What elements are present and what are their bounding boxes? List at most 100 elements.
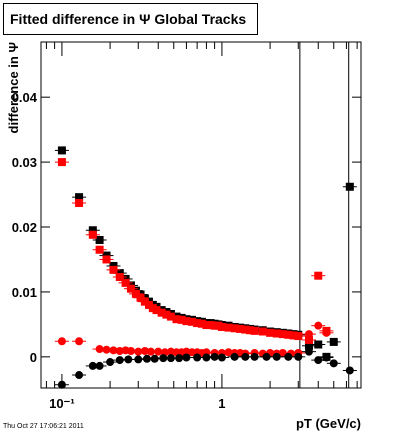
marker: [345, 182, 354, 191]
marker: [109, 346, 118, 355]
marker: [75, 193, 84, 202]
footer-date: Thu Oct 27 17:06:21 2011: [3, 423, 84, 430]
marker: [131, 289, 140, 298]
marker: [109, 265, 118, 274]
marker: [236, 324, 245, 333]
marker: [262, 352, 271, 361]
marker: [106, 358, 115, 367]
marker: [95, 361, 104, 370]
marker: [272, 329, 281, 338]
marker: [57, 337, 66, 346]
marker: [217, 353, 226, 362]
marker: [329, 337, 338, 346]
marker: [126, 346, 135, 355]
marker: [88, 226, 97, 235]
marker: [142, 354, 151, 363]
marker: [241, 352, 250, 361]
y-tick-label: 0: [30, 350, 37, 365]
marker: [304, 341, 313, 350]
marker: [177, 315, 186, 324]
marker: [241, 325, 250, 334]
marker: [115, 346, 124, 355]
marker: [197, 319, 206, 328]
marker: [284, 330, 293, 339]
marker: [193, 353, 202, 362]
y-tick-label: 0.01: [12, 285, 37, 300]
marker: [304, 335, 313, 344]
x-axis-label: pT (GeV/c): [296, 416, 361, 431]
marker: [57, 380, 66, 389]
marker: [88, 230, 97, 239]
marker: [294, 332, 303, 341]
marker: [75, 198, 84, 207]
marker: [314, 271, 323, 280]
marker: [246, 326, 255, 335]
y-tick-label: 0.02: [12, 220, 37, 235]
marker: [250, 352, 259, 361]
marker: [322, 328, 331, 337]
plot-frame: [40, 41, 362, 389]
marker: [294, 352, 303, 361]
marker: [182, 353, 191, 362]
marker: [154, 347, 163, 356]
marker: [175, 354, 184, 363]
y-tick-label: 0.04: [12, 90, 38, 105]
marker: [210, 352, 219, 361]
marker: [159, 354, 168, 363]
marker: [304, 330, 313, 339]
marker: [345, 366, 354, 375]
marker: [166, 354, 175, 363]
marker: [258, 327, 267, 336]
marker: [250, 326, 259, 335]
marker: [134, 355, 143, 364]
marker: [57, 146, 66, 155]
marker: [202, 353, 211, 362]
marker: [272, 352, 281, 361]
marker: [322, 353, 331, 362]
marker: [284, 352, 293, 361]
marker: [278, 330, 287, 339]
marker: [278, 348, 287, 357]
marker: [115, 272, 124, 281]
marker: [172, 315, 181, 324]
marker: [146, 347, 155, 356]
marker: [95, 245, 104, 254]
marker: [304, 347, 313, 356]
marker: [314, 321, 323, 330]
marker: [115, 356, 124, 365]
marker: [57, 158, 66, 167]
marker: [217, 322, 226, 331]
marker: [75, 371, 84, 380]
marker: [102, 255, 111, 264]
marker: [152, 306, 161, 315]
marker: [126, 284, 135, 293]
marker: [289, 331, 298, 340]
marker: [166, 312, 175, 321]
marker: [187, 317, 196, 326]
x-tick-label: 1: [218, 396, 225, 411]
marker: [193, 319, 202, 328]
marker: [329, 359, 338, 368]
marker: [134, 347, 143, 356]
marker: [314, 356, 323, 365]
marker: [314, 340, 323, 349]
marker: [121, 278, 130, 287]
marker: [140, 297, 149, 306]
marker: [140, 346, 149, 355]
marker: [182, 317, 191, 326]
y-axis-label: difference in Ψ: [6, 42, 21, 133]
marker: [95, 235, 104, 244]
x-tick-label: 10⁻¹: [49, 396, 75, 411]
marker: [150, 354, 159, 363]
marker: [162, 310, 171, 319]
marker: [157, 308, 166, 317]
y-tick-label: 0.03: [12, 155, 37, 170]
marker: [230, 352, 239, 361]
chart-title: Fitted difference in Ψ Global Tracks: [10, 11, 246, 27]
marker: [124, 355, 133, 364]
marker: [102, 345, 111, 354]
marker: [224, 348, 233, 357]
title-box: [3, 3, 258, 35]
marker: [230, 324, 239, 333]
